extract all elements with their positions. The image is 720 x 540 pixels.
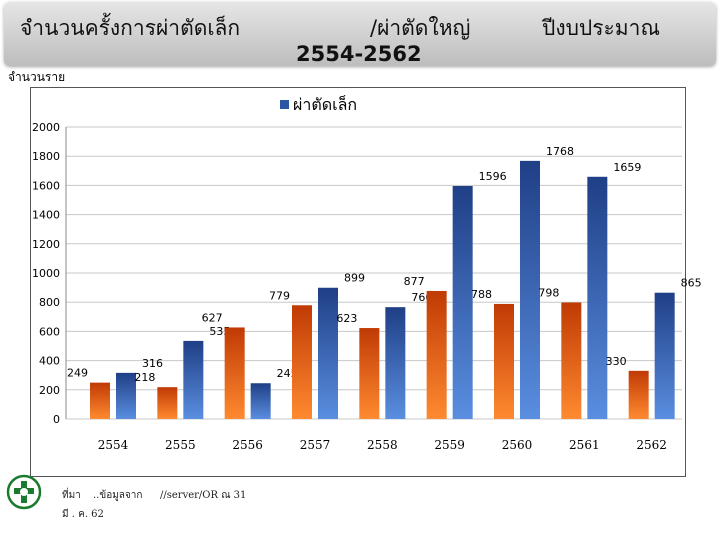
title-part-major-surgery: /ผ่าตัดใหญ่ xyxy=(370,16,471,40)
bar-2562-s2 xyxy=(654,292,675,419)
bar-2554-s1 xyxy=(90,382,110,419)
title-years: 2554-2562 xyxy=(296,42,422,66)
bar-2561-s2 xyxy=(587,176,608,419)
bar-2558-s1 xyxy=(359,328,380,419)
legend-label: ผ่าตัดเล็ก xyxy=(293,94,357,114)
y-tick-label: 1800 xyxy=(32,150,60,163)
bar-2560-s2 xyxy=(520,160,540,419)
data-label: 1659 xyxy=(613,161,641,174)
bar-2557-s1 xyxy=(292,305,312,419)
data-label: 218 xyxy=(134,371,155,384)
bar-2562-s1 xyxy=(628,370,649,419)
x-tick-label: 2554 xyxy=(98,438,129,452)
y-unit-label: จำนวนราย xyxy=(8,70,66,84)
footer-source-from: ..ข้อมูลจาก xyxy=(93,490,143,501)
data-label: 1768 xyxy=(546,145,574,158)
data-label: 330 xyxy=(606,355,627,368)
data-label: 316 xyxy=(142,357,163,370)
ministry-logo xyxy=(6,474,42,514)
bar-2557-s2 xyxy=(318,287,338,419)
data-label: 865 xyxy=(681,277,702,290)
y-tick-label: 2000 xyxy=(32,121,60,134)
y-tick-label: 1200 xyxy=(32,238,60,251)
x-tick-label: 2560 xyxy=(502,438,533,452)
data-label: 788 xyxy=(471,288,492,301)
bar-2560-s1 xyxy=(494,303,514,419)
data-label: 899 xyxy=(344,272,365,285)
footer-source-label: ที่มา xyxy=(62,490,81,501)
title-banner: จำนวนครั้งการผ่าตัดเล็ก /ผ่าตัดใหญ่ ปีงบ… xyxy=(4,2,716,66)
y-tick-label: 200 xyxy=(39,384,60,397)
y-tick-label: 0 xyxy=(53,413,60,426)
title-part-minor-surgery: จำนวนครั้งการผ่าตัดเล็ก xyxy=(20,16,241,40)
legend-swatch xyxy=(280,100,289,109)
footer-date: มี . ค. 62 xyxy=(62,509,104,520)
bar-2561-s1 xyxy=(561,302,582,419)
y-tick-label: 1400 xyxy=(32,209,60,222)
x-tick-label: 2558 xyxy=(367,438,398,452)
data-label: 627 xyxy=(202,311,223,324)
bar-2555-s2 xyxy=(183,340,204,419)
data-label: 877 xyxy=(404,275,425,288)
bar-2558-s2 xyxy=(385,307,406,419)
data-label: 798 xyxy=(538,286,559,299)
x-tick-label: 2557 xyxy=(300,438,331,452)
x-tick-label: 2555 xyxy=(165,438,196,452)
bar-2555-s1 xyxy=(157,387,178,419)
footer-source-path: //server/OR ณ 31 xyxy=(160,490,247,501)
bar-2556-s1 xyxy=(224,327,245,419)
bar-2556-s2 xyxy=(250,383,271,419)
x-tick-label: 2562 xyxy=(636,438,667,452)
title-part-fiscal-year: ปีงบประมาณ xyxy=(542,16,660,40)
x-tick-label: 2561 xyxy=(569,438,600,452)
data-label: 623 xyxy=(336,312,357,325)
bar-2559-s2 xyxy=(452,185,473,419)
y-tick-label: 600 xyxy=(39,325,60,338)
y-tick-label: 400 xyxy=(39,355,60,368)
y-tick-label: 800 xyxy=(39,296,60,309)
bar-2554-s2 xyxy=(116,372,136,419)
y-tick-label: 1600 xyxy=(32,179,60,192)
data-label: 779 xyxy=(269,289,290,302)
x-tick-label: 2559 xyxy=(434,438,465,452)
data-label: 249 xyxy=(67,367,88,380)
x-tick-label: 2556 xyxy=(232,438,263,452)
y-tick-label: 1000 xyxy=(32,267,60,280)
bar-2559-s1 xyxy=(426,290,447,419)
data-label: 1596 xyxy=(479,170,507,183)
